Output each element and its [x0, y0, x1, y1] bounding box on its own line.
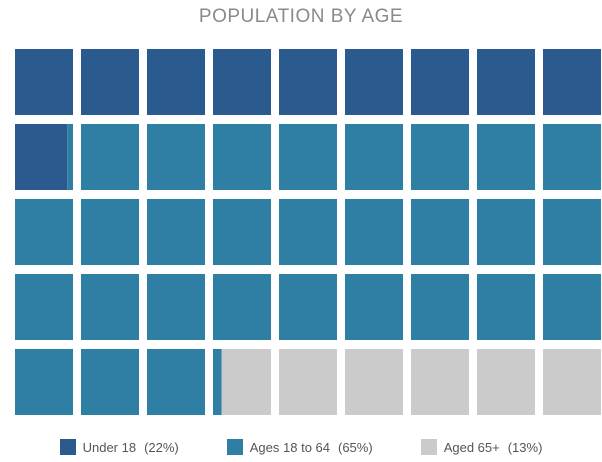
waffle-cell-ages-18-to-64	[279, 199, 337, 265]
waffle-chart	[15, 49, 601, 415]
legend-label-ages-18-to-64: Ages 18 to 64	[249, 439, 330, 455]
waffle-cell-ages-18-to-64	[279, 274, 337, 340]
waffle-cell-ages-18-to-64	[213, 274, 271, 340]
waffle-cell-ages-18-to-64	[81, 274, 139, 340]
waffle-cell-ages-18-to-64	[345, 199, 403, 265]
waffle-cell-ages-18-to-64	[213, 199, 271, 265]
waffle-cell-aged-65-plus	[477, 349, 535, 415]
waffle-cell-ages-18-to-64	[213, 124, 271, 190]
waffle-cell-under-18	[279, 49, 337, 115]
waffle-cell-aged-65-plus	[345, 349, 403, 415]
waffle-cell-ages-18-to-64	[543, 199, 601, 265]
waffle-cell-aged-65-plus	[411, 349, 469, 415]
waffle-cell-ages-18-to-64	[213, 349, 222, 415]
waffle-cell-ages-18-to-64	[411, 199, 469, 265]
legend-swatch-ages-18-to-64	[226, 439, 243, 455]
legend-label-aged-65-plus: Aged 65+	[443, 439, 500, 455]
waffle-cell-ages-18-to-64	[15, 199, 73, 265]
legend-percent-under-18: (22%)	[144, 439, 179, 455]
waffle-cell-ages-18-to-64	[81, 124, 139, 190]
waffle-cell-ages-18-to-64	[543, 274, 601, 340]
legend-swatch-aged-65-plus	[420, 439, 437, 455]
legend-item-ages-18-to-64: Ages 18 to 64 (65%)	[226, 439, 373, 455]
waffle-cell-under-18	[81, 49, 139, 115]
waffle-cell-under-18	[213, 49, 271, 115]
legend-percent-aged-65-plus: (13%)	[507, 439, 543, 455]
waffle-cell-ages-18-to-64	[147, 274, 205, 340]
waffle-cell-under-18	[411, 49, 469, 115]
waffle-cell-ages-18-to-64	[477, 274, 535, 340]
waffle-cell-ages-18-to-64	[147, 124, 205, 190]
waffle-cell-aged-65-plus	[543, 349, 601, 415]
waffle-cell-ages-18-to-64	[15, 349, 73, 415]
waffle-cell-under-18	[345, 49, 403, 115]
waffle-cell-ages-18-to-64	[81, 349, 139, 415]
legend-item-aged-65-plus: Aged 65+ (13%)	[420, 439, 543, 455]
waffle-cell-aged-65-plus	[279, 349, 337, 415]
waffle-cell-under-18	[147, 49, 205, 115]
waffle-cell-aged-65-plus	[221, 349, 271, 415]
waffle-cell-ages-18-to-64	[345, 274, 403, 340]
waffle-cell-ages-18-to-64	[411, 274, 469, 340]
waffle-cell-ages-18-to-64	[477, 199, 535, 265]
chart-legend: Under 18 (22%) Ages 18 to 64 (65%) Aged …	[0, 439, 602, 455]
waffle-cell-ages-18-to-64	[147, 199, 205, 265]
waffle-cell-ages-18-to-64	[15, 274, 73, 340]
waffle-cell-ages-18-to-64	[543, 124, 601, 190]
waffle-cell-ages-18-to-64	[411, 124, 469, 190]
waffle-cell-ages-18-to-64	[279, 124, 337, 190]
waffle-cell-ages-18-to-64	[147, 349, 205, 415]
waffle-cell-under-18	[15, 124, 68, 190]
legend-label-under-18: Under 18	[82, 439, 137, 455]
waffle-cell-ages-18-to-64	[81, 199, 139, 265]
legend-percent-ages-18-to-64: (65%)	[338, 439, 373, 455]
waffle-cell-under-18	[543, 49, 601, 115]
waffle-cell-ages-18-to-64	[345, 124, 403, 190]
waffle-cell-under-18	[15, 49, 73, 115]
legend-swatch-under-18	[59, 439, 76, 455]
waffle-cell-under-18	[477, 49, 535, 115]
legend-item-under-18: Under 18 (22%)	[59, 439, 179, 455]
waffle-cell-ages-18-to-64	[67, 124, 73, 190]
chart-title: POPULATION BY AGE	[198, 6, 404, 27]
waffle-cell-ages-18-to-64	[477, 124, 535, 190]
